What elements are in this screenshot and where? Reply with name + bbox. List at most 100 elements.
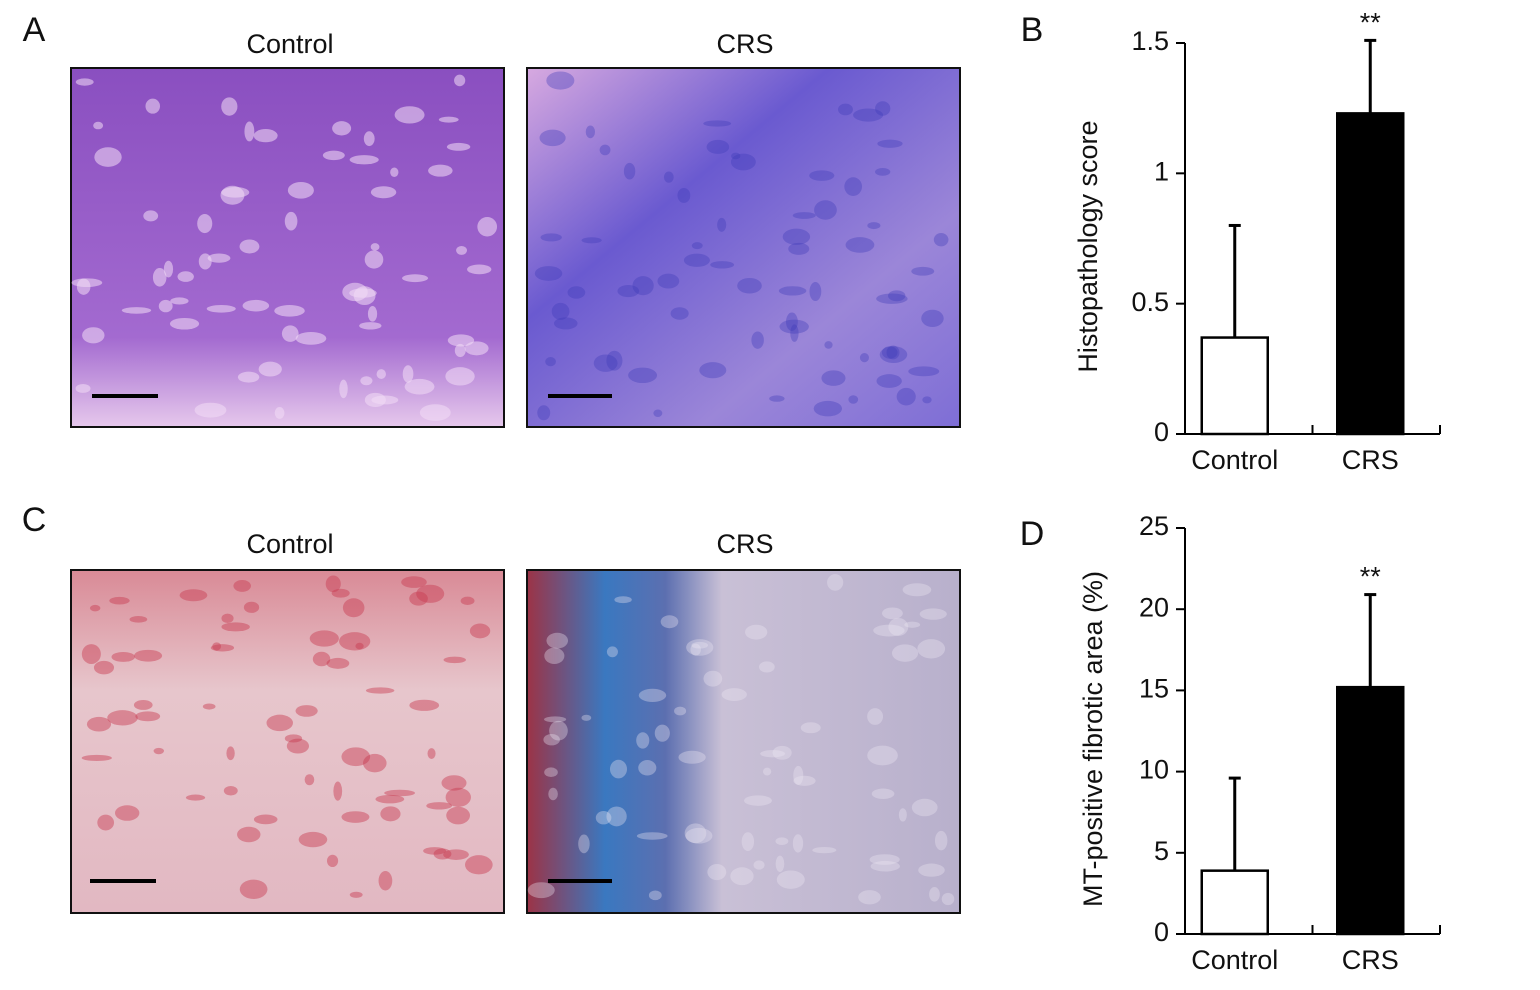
texture <box>202 703 216 710</box>
texture <box>858 890 881 905</box>
texture <box>427 748 436 759</box>
texture <box>281 325 299 342</box>
texture <box>71 278 103 288</box>
texture <box>886 345 900 360</box>
texture <box>81 644 101 664</box>
texture <box>409 699 440 711</box>
texture <box>792 834 804 853</box>
texture <box>779 319 809 334</box>
texture <box>898 808 907 822</box>
texture <box>404 378 435 395</box>
texture <box>814 200 837 220</box>
texture <box>888 617 909 636</box>
texture <box>367 306 378 322</box>
texture <box>107 710 138 726</box>
micrograph <box>526 569 961 914</box>
texture <box>793 765 804 785</box>
texture <box>544 647 565 665</box>
y-tick-label: 5 <box>1154 836 1169 866</box>
texture <box>876 293 908 304</box>
texture <box>599 144 611 156</box>
texture <box>342 598 365 618</box>
texture <box>97 814 115 831</box>
texture <box>879 346 908 363</box>
x-tick-label: Control <box>1191 445 1278 475</box>
texture <box>869 854 900 865</box>
y-tick-label: 15 <box>1139 674 1169 704</box>
texture <box>876 374 902 388</box>
texture <box>253 814 278 825</box>
texture <box>221 97 238 116</box>
texture <box>922 396 932 404</box>
texture <box>782 228 811 245</box>
texture <box>380 806 401 822</box>
texture <box>286 738 310 754</box>
texture <box>143 210 159 222</box>
texture <box>170 297 189 305</box>
texture <box>295 332 327 345</box>
texture <box>179 589 208 602</box>
texture <box>376 369 386 379</box>
texture <box>902 583 932 597</box>
texture <box>266 714 293 732</box>
texture <box>809 282 822 302</box>
panel-label: C <box>22 501 47 539</box>
bar <box>1200 336 1269 436</box>
texture <box>75 78 94 86</box>
texture <box>325 575 341 593</box>
texture <box>133 700 153 710</box>
texture <box>941 892 955 906</box>
texture <box>540 233 562 242</box>
texture <box>121 307 152 314</box>
texture <box>537 405 551 421</box>
texture <box>402 365 414 383</box>
texture <box>114 805 140 821</box>
texture <box>469 623 491 639</box>
image-title: Control <box>246 529 333 559</box>
texture <box>745 624 768 640</box>
texture <box>911 266 935 276</box>
texture <box>809 170 835 181</box>
micrograph <box>70 67 505 428</box>
texture <box>881 607 903 620</box>
texture <box>93 121 104 130</box>
texture <box>477 217 498 237</box>
y-tick-label: 0.5 <box>1131 287 1169 317</box>
texture <box>82 327 105 344</box>
texture <box>844 177 863 196</box>
texture <box>741 832 755 851</box>
texture <box>111 651 135 662</box>
texture <box>365 687 395 694</box>
texture <box>933 233 949 247</box>
texture <box>921 309 944 327</box>
texture <box>785 312 798 331</box>
texture <box>648 890 662 901</box>
texture <box>402 274 429 283</box>
y-tick-label: 25 <box>1139 511 1169 541</box>
texture <box>581 237 602 244</box>
texture <box>460 596 475 605</box>
texture <box>871 788 895 800</box>
texture <box>775 855 785 873</box>
texture <box>660 615 679 629</box>
texture <box>653 409 663 417</box>
panel-label: A <box>23 11 46 49</box>
texture <box>684 823 707 844</box>
texture <box>699 362 727 379</box>
texture <box>355 642 364 650</box>
texture <box>867 222 881 230</box>
texture <box>326 657 350 669</box>
texture <box>287 182 314 199</box>
texture <box>447 334 475 347</box>
texture <box>242 299 270 312</box>
y-tick-label: 1.5 <box>1131 26 1169 56</box>
texture <box>258 361 282 377</box>
texture <box>617 284 640 298</box>
texture <box>253 128 278 143</box>
y-tick-label: 1 <box>1154 156 1169 186</box>
texture <box>401 576 427 588</box>
texture <box>686 639 714 656</box>
texture <box>769 395 785 402</box>
texture <box>198 253 212 270</box>
